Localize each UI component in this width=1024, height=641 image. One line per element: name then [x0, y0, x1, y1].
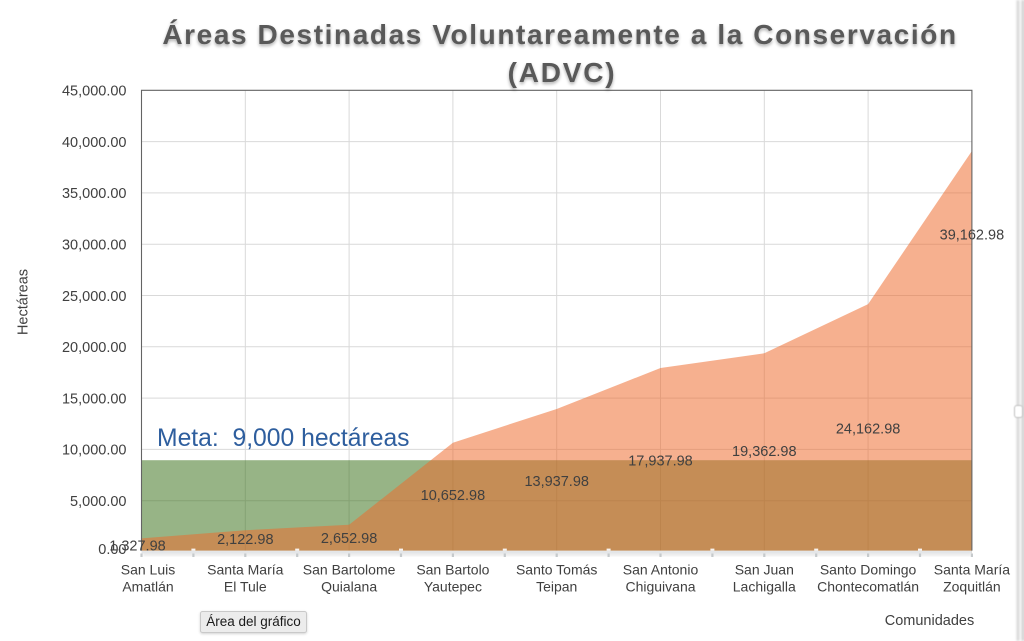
svg-text:30,000.00: 30,000.00 [62, 238, 127, 254]
svg-text:17,937.98: 17,937.98 [628, 453, 693, 469]
svg-text:19,362.98: 19,362.98 [732, 444, 797, 460]
svg-text:40,000.00: 40,000.00 [62, 135, 127, 151]
svg-text:24,162.98: 24,162.98 [836, 421, 901, 437]
svg-text:5,000.00: 5,000.00 [70, 494, 126, 510]
svg-text:1,327.98: 1,327.98 [109, 539, 165, 555]
svg-text:25,000.00: 25,000.00 [62, 289, 127, 305]
svg-text:15,000.00: 15,000.00 [62, 391, 127, 407]
svg-text:13,937.98: 13,937.98 [524, 474, 589, 490]
svg-text:20,000.00: 20,000.00 [62, 340, 127, 356]
svg-text:39,162.98: 39,162.98 [940, 227, 1005, 243]
svg-text:45,000.00: 45,000.00 [62, 84, 127, 100]
svg-text:10,652.98: 10,652.98 [421, 488, 486, 504]
svg-text:Comunidades: Comunidades [885, 613, 974, 629]
svg-text:2,652.98: 2,652.98 [321, 531, 377, 547]
svg-text:Hectáreas: Hectáreas [16, 269, 32, 335]
svg-text:2,122.98: 2,122.98 [217, 532, 273, 548]
svg-text:0.00: 0.00 [98, 542, 126, 558]
svg-text:35,000.00: 35,000.00 [62, 186, 127, 202]
svg-text:10,000.00: 10,000.00 [62, 443, 127, 459]
